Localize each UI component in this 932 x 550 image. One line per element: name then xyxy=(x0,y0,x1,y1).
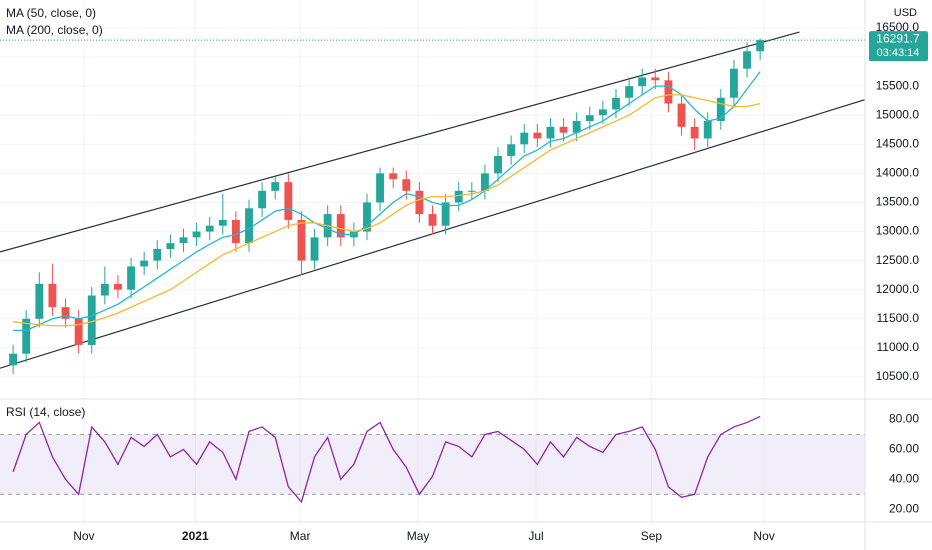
y-tick-label: 14500.0 xyxy=(876,136,920,150)
candle-body xyxy=(140,260,149,267)
candle-body xyxy=(612,97,620,110)
candle-body xyxy=(271,182,280,191)
candle-body xyxy=(664,80,673,104)
y-tick-label: 14000.0 xyxy=(876,166,920,180)
y-tick-label: 12000.0 xyxy=(876,282,920,296)
y-tick-label: 12500.0 xyxy=(876,253,920,267)
channel-line xyxy=(0,31,800,253)
candle-body xyxy=(22,318,31,354)
x-tick-label: May xyxy=(407,529,430,543)
x-tick-label: Nov xyxy=(73,529,94,543)
ma-line xyxy=(13,94,761,327)
candle-body xyxy=(48,283,57,308)
candle-body xyxy=(507,144,516,156)
candle-body xyxy=(598,109,607,116)
candle-body xyxy=(231,219,240,244)
candle-body xyxy=(494,155,502,174)
labels: USD MA (50, close, 0) MA (200, close, 0)… xyxy=(6,6,928,543)
x-tick-label: Mar xyxy=(290,529,311,543)
candle-body xyxy=(625,86,634,98)
currency: USD xyxy=(894,7,917,19)
candle-body xyxy=(716,97,725,122)
candle-body xyxy=(100,283,109,296)
price-pane xyxy=(0,31,865,375)
candle-body xyxy=(87,295,96,345)
candle-body xyxy=(703,121,712,139)
last-price-label: 16291.7 xyxy=(876,31,920,45)
legend-rsi: RSI (14, close) xyxy=(6,405,85,419)
candle-body xyxy=(310,237,319,261)
y-tick-label: 11000.0 xyxy=(877,340,920,354)
rsi-pane xyxy=(0,415,865,504)
candle-body xyxy=(651,77,660,81)
candle-body xyxy=(363,202,371,232)
candle-body xyxy=(533,132,542,139)
candle-body xyxy=(61,307,70,319)
candle-body xyxy=(9,353,18,366)
candle-body xyxy=(74,318,83,345)
channel-line xyxy=(0,99,865,369)
candle-body xyxy=(467,190,476,192)
candle-body xyxy=(441,202,450,226)
candle-body xyxy=(454,190,463,203)
x-tick-label: 2021 xyxy=(182,529,209,543)
y-tick-label: 16500.0 xyxy=(876,20,920,34)
y-tick-label: 15000.0 xyxy=(876,107,920,121)
candle-body xyxy=(520,132,529,145)
x-tick-label: Nov xyxy=(753,529,774,543)
y-tick-label: 10500.0 xyxy=(876,369,920,383)
rsi-tick-label: 40.00 xyxy=(889,472,919,486)
candle-body xyxy=(690,126,699,139)
candle-body xyxy=(743,51,751,69)
candle-body xyxy=(389,173,398,180)
candle-body xyxy=(336,214,345,238)
candle-body xyxy=(480,173,489,191)
y-tick-label: 15500.0 xyxy=(876,78,920,92)
y-tick-label: 13000.0 xyxy=(876,224,920,238)
rsi-band xyxy=(0,434,865,495)
candle-body xyxy=(245,208,253,244)
x-tick-label: Jul xyxy=(528,529,543,543)
candle-body xyxy=(756,40,765,52)
candle-body xyxy=(192,231,201,238)
candle-body xyxy=(166,243,175,249)
candle-body xyxy=(730,68,738,98)
candle-body xyxy=(284,182,293,220)
candle-body xyxy=(114,283,122,290)
rsi-tick-label: 80.00 xyxy=(889,412,919,426)
candle-body xyxy=(376,173,385,203)
candle-body xyxy=(585,115,594,122)
y-tick-label: 11500.0 xyxy=(877,311,920,325)
candle-body xyxy=(205,225,214,232)
candle-body xyxy=(402,179,411,191)
candle-body xyxy=(559,126,568,133)
rsi-tick-label: 20.00 xyxy=(889,501,919,515)
x-tick-label: Sep xyxy=(641,529,663,543)
legend-ma200: MA (200, close, 0) xyxy=(6,23,103,37)
candle-body xyxy=(572,121,581,133)
candle-body xyxy=(127,266,135,290)
candle-body xyxy=(546,126,555,139)
last-price-box xyxy=(869,31,928,62)
candle-body xyxy=(218,219,227,226)
candle-body xyxy=(415,190,424,215)
ma-line xyxy=(13,71,761,332)
y-tick-label: 13500.0 xyxy=(876,195,920,209)
candle-body xyxy=(297,219,306,261)
rsi-tick-label: 60.00 xyxy=(889,442,919,456)
candle-body xyxy=(35,283,44,319)
countdown: 03:43:14 xyxy=(877,47,920,59)
candle-body xyxy=(258,190,267,209)
candle-body xyxy=(428,214,437,226)
candle-body xyxy=(677,103,686,127)
legend-ma50: MA (50, close, 0) xyxy=(6,6,96,20)
candle-body xyxy=(638,77,647,87)
rsi-line xyxy=(12,415,761,504)
candle-body xyxy=(179,237,188,244)
candle-body xyxy=(153,248,162,261)
